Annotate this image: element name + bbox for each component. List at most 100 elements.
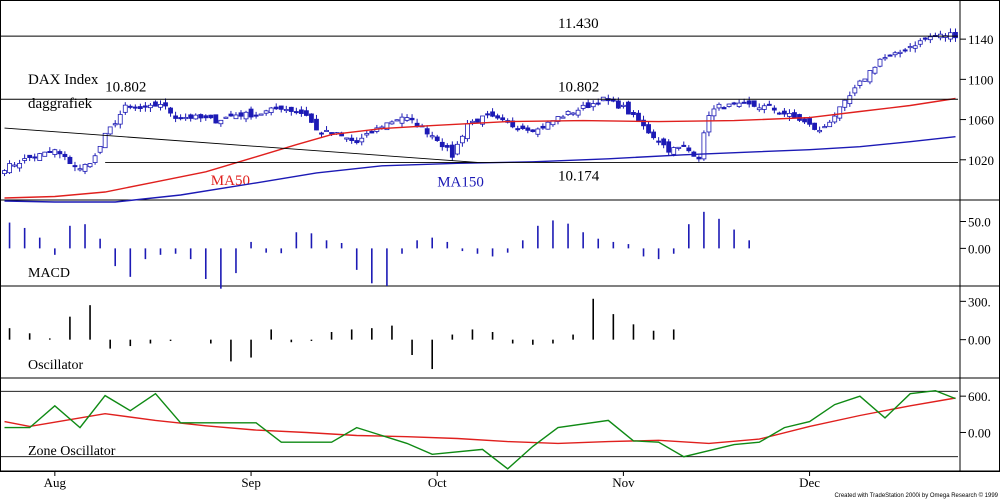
candle-down (802, 118, 807, 123)
candle-down (314, 118, 319, 131)
moving-average-ma150 (4, 136, 956, 203)
candle-up (827, 121, 833, 128)
candle-up (183, 117, 189, 120)
candle-up (404, 117, 410, 121)
candle-up (480, 115, 485, 125)
candle-down (32, 156, 38, 159)
candle-up (862, 78, 868, 82)
candle-down (188, 114, 194, 119)
candle-down (731, 102, 737, 105)
axis-tick-label: 1060 (968, 113, 994, 128)
candle-up (429, 135, 435, 138)
x-tick-label: Sep (241, 475, 261, 490)
candle-down (515, 128, 521, 131)
candle-down (585, 102, 591, 109)
axis-tick-label: 600. (968, 389, 991, 404)
candle-up (857, 80, 863, 86)
candle-up (223, 116, 229, 119)
zone-slow-line (4, 397, 956, 445)
candle-down (812, 122, 817, 130)
candle-up (283, 109, 289, 112)
candle-down (273, 106, 279, 110)
candle-down (349, 137, 355, 141)
candle-down (304, 110, 309, 116)
candle-down (922, 37, 928, 40)
price-candles (2, 28, 958, 177)
candle-down (424, 128, 430, 135)
candle-up (268, 107, 274, 113)
candle-up (193, 114, 199, 120)
candle-up (243, 111, 249, 120)
candle-up (92, 155, 98, 163)
candle-down (776, 112, 782, 115)
candle-down (746, 100, 752, 105)
x-tick-label: Dec (799, 475, 820, 490)
candle-up (676, 146, 682, 149)
candle-down (646, 124, 651, 134)
candle-up (117, 114, 123, 125)
macd-label: MACD (28, 266, 70, 281)
candle-up (148, 104, 153, 109)
candle-down (887, 54, 893, 57)
level-label: 11.430 (558, 16, 599, 32)
candle-up (837, 106, 843, 119)
candle-up (545, 121, 551, 130)
candle-down (766, 103, 772, 106)
candle-down (27, 154, 33, 158)
candle-up (671, 147, 677, 155)
candle-down (681, 144, 687, 147)
candle-down (656, 140, 662, 143)
candle-down (485, 113, 490, 116)
axis-tick-label: 300. (968, 294, 991, 309)
candle-down (203, 115, 209, 119)
candle-up (37, 153, 43, 161)
candle-up (872, 66, 878, 74)
candle-up (761, 105, 767, 110)
candle-down (490, 111, 495, 117)
candle-up (12, 164, 17, 167)
candle-up (716, 103, 722, 109)
candle-down (72, 165, 78, 168)
candle-down (153, 101, 158, 107)
candle-up (912, 45, 918, 49)
candle-down (67, 156, 73, 165)
candle-up (621, 104, 626, 107)
candle-up (892, 52, 898, 56)
candle-up (867, 70, 873, 83)
candle-down (228, 113, 234, 117)
candle-down (636, 112, 641, 123)
candle-up (364, 133, 370, 136)
candle-up (399, 116, 405, 124)
candle-up (927, 36, 933, 41)
candle-down (540, 125, 546, 129)
x-tick-label: Nov (612, 475, 635, 490)
candle-up (389, 121, 395, 125)
candle-down (142, 105, 148, 108)
candle-up (97, 145, 103, 153)
candle-down (741, 101, 747, 104)
candle-up (736, 102, 742, 107)
candle-down (641, 119, 646, 127)
candle-down (298, 109, 304, 114)
candle-up (711, 108, 717, 117)
candle-up (344, 137, 350, 140)
candle-down (953, 31, 958, 39)
candle-up (565, 111, 571, 115)
axis-tick-label: 1100 (968, 72, 994, 87)
candle-up (917, 40, 923, 45)
candle-up (459, 135, 465, 144)
candle-down (163, 102, 168, 107)
candle-up (580, 104, 586, 109)
candle-down (631, 112, 636, 115)
candle-up (877, 58, 883, 67)
zone-fast-line (4, 389, 956, 470)
candle-down (434, 136, 440, 141)
candle-down (771, 107, 777, 111)
candle-up (42, 151, 48, 157)
candle-down (721, 107, 727, 110)
candle-down (792, 112, 797, 118)
candle-down (127, 105, 133, 108)
candle-up (575, 109, 581, 116)
